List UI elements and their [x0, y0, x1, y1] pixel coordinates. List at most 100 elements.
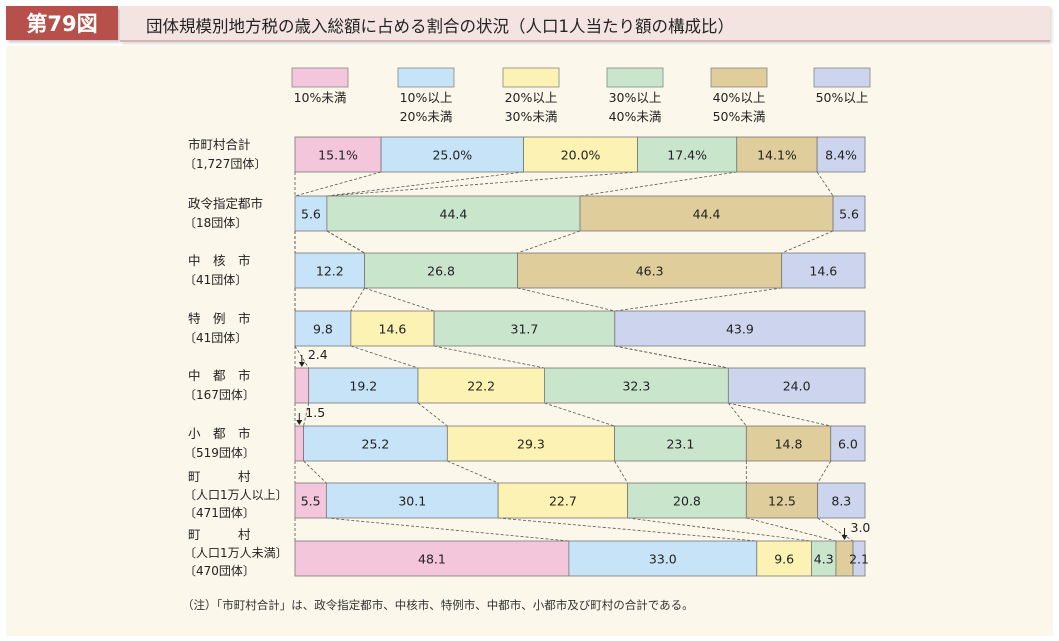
legend-label: 40%未満 [609, 109, 662, 124]
category-name: 特 例 市 [188, 311, 251, 326]
legend-swatch [813, 67, 871, 88]
figure-title: 団体規模別地方税の歳入総額に占める割合の状況（人口1人当たり額の構成比） [146, 17, 734, 36]
connector-line [746, 517, 837, 542]
bar-value-label: 32.3 [622, 379, 650, 394]
callout-arrow [296, 420, 303, 425]
connector-line [579, 171, 737, 197]
bar-segment [579, 195, 834, 232]
bar-value-label: 15.1% [318, 148, 358, 163]
connector-line [350, 345, 419, 369]
bar-value-label: 5.6 [301, 207, 321, 222]
bar-value-label: 44.4 [693, 207, 721, 222]
connector-line [417, 402, 448, 427]
bar-value-label: 20.8 [673, 494, 701, 509]
connector-line [294, 171, 382, 197]
category-count: 〔18団体〕 [184, 216, 247, 230]
bar-segment [523, 136, 638, 173]
category-count: 〔167団体〕 [184, 388, 255, 402]
legend-label: 20%未満 [400, 109, 453, 124]
figure-number-badge: 第79図 [6, 6, 118, 40]
figure-header: 第79図 団体規模別地方税の歳入総額に占める割合の状況（人口1人当たり額の構成比… [0, 0, 1059, 46]
connector-line [817, 460, 832, 484]
bar-segment [811, 540, 837, 577]
bar-value-label: 33.0 [649, 552, 677, 567]
connector-line [614, 460, 628, 484]
legend-label: 50%未満 [713, 109, 766, 124]
connector-line [326, 517, 569, 542]
bar-value-label: 19.2 [349, 379, 377, 394]
bar-segment [627, 482, 747, 519]
connector-line [326, 171, 638, 197]
bar-value-label: 46.3 [636, 264, 664, 279]
bar-segment [497, 482, 629, 519]
callout-label: 3.0 [851, 520, 871, 535]
legend-label: 10%以上 [400, 90, 453, 105]
connector-line [544, 402, 615, 427]
bar-value-label: 9.8 [313, 322, 333, 337]
bar-segment [832, 195, 866, 232]
bar-segment [294, 136, 382, 173]
bar-segment [756, 540, 812, 577]
bar-segment [364, 252, 518, 289]
bar-value-label: 43.9 [726, 322, 754, 337]
bar-value-label: 14.8 [775, 437, 803, 452]
connector-line [728, 402, 831, 427]
bar-segment [816, 136, 866, 173]
bar-segment [745, 425, 832, 462]
bar-value-label: 24.0 [783, 379, 811, 394]
connector-line [326, 171, 524, 197]
callout-label: 1.5 [305, 405, 325, 420]
bar-segment [544, 367, 729, 404]
bar-segment [294, 367, 310, 404]
connector-line [326, 230, 365, 254]
bar-value-label: 48.1 [418, 552, 446, 567]
category-count: 〔470団体〕 [184, 564, 255, 578]
bar-segment [736, 136, 818, 173]
category-name: 町 村 [188, 469, 251, 484]
bar-segment [568, 540, 758, 577]
connector-line [364, 287, 435, 312]
category-count: 〔1,727団体〕 [184, 157, 266, 171]
bar-value-label: 8.3 [831, 494, 851, 509]
bar-value-label: 25.2 [362, 437, 390, 452]
callout-label: 2.4 [308, 347, 328, 362]
category-name: 政令指定都市 [188, 196, 263, 211]
connector-line [517, 230, 581, 254]
connector-line [447, 460, 499, 484]
bar-segment [781, 252, 866, 289]
category-name: 中 核 市 [188, 253, 251, 268]
legend-label: 30%未満 [505, 109, 558, 124]
footnote: （注）「市町村合計」は、政令指定都市、中核市、特例市、中都市、小都市及び町村の合… [182, 598, 694, 612]
legend-label: 40%以上 [713, 90, 766, 105]
bar-segment [830, 425, 866, 462]
callout-arrow [298, 362, 305, 367]
bar-segment [294, 482, 327, 519]
category-count: 〔41団体〕 [184, 331, 247, 345]
bar-segment [303, 425, 448, 462]
bar-value-label: 4.3 [814, 552, 834, 567]
bar-segment [446, 425, 615, 462]
bar-segment [637, 136, 738, 173]
bar-segment [294, 252, 366, 289]
connector-line [498, 517, 757, 542]
category-count: 〔471団体〕 [184, 506, 255, 520]
category-sub: 〔人口1万人未満〕 [184, 546, 288, 560]
legend-label: 20%以上 [505, 90, 558, 105]
connector-line [614, 287, 782, 312]
callout-arrow [841, 535, 848, 540]
legend-swatch [397, 67, 455, 88]
connector-line [614, 345, 729, 369]
category-name: 市町村合計 [188, 137, 251, 152]
legend-swatch [291, 67, 349, 88]
legend-swatch [606, 67, 664, 88]
bar-segment [380, 136, 524, 173]
bar-value-label: 14.1% [757, 148, 797, 163]
connector-line [303, 460, 327, 484]
legend-swatch [710, 67, 768, 88]
bar-value-label: 5.6 [839, 207, 859, 222]
bar-segment [727, 367, 866, 404]
bar-value-label: 14.6 [809, 264, 837, 279]
category-name: 小 都 市 [188, 426, 251, 441]
connector-line [817, 517, 854, 542]
bar-segment [817, 482, 866, 519]
